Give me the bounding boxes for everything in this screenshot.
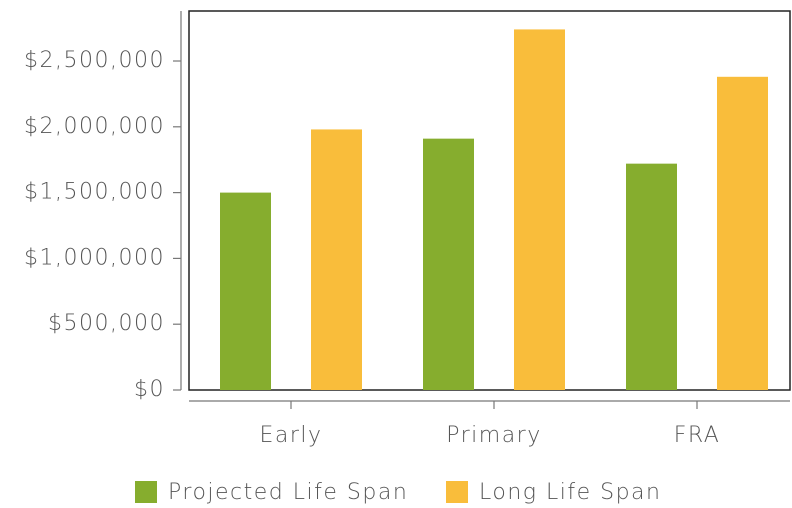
bar — [311, 129, 362, 390]
bar — [220, 192, 271, 390]
x-tick-label: Primary — [446, 423, 542, 448]
y-tick-label: $2,500,000 — [24, 48, 165, 73]
x-tick-label: FRA — [674, 423, 721, 448]
y-tick-label: $1,000,000 — [24, 245, 165, 270]
legend-label: Projected Life Span — [168, 480, 408, 505]
bar — [717, 76, 768, 390]
legend-swatch — [446, 481, 468, 503]
bar — [626, 163, 677, 390]
bar — [423, 138, 474, 390]
plot-frame — [188, 10, 791, 391]
y-tick-label: $0 — [134, 377, 165, 402]
y-tick-label: $1,500,000 — [24, 180, 165, 205]
legend-swatch — [135, 481, 157, 503]
bar — [514, 29, 565, 390]
x-tick-label: Early — [259, 423, 322, 448]
y-tick-label: $2,000,000 — [24, 114, 165, 139]
legend-label: Long Life Span — [479, 480, 661, 505]
y-tick-label: $500,000 — [48, 311, 165, 336]
